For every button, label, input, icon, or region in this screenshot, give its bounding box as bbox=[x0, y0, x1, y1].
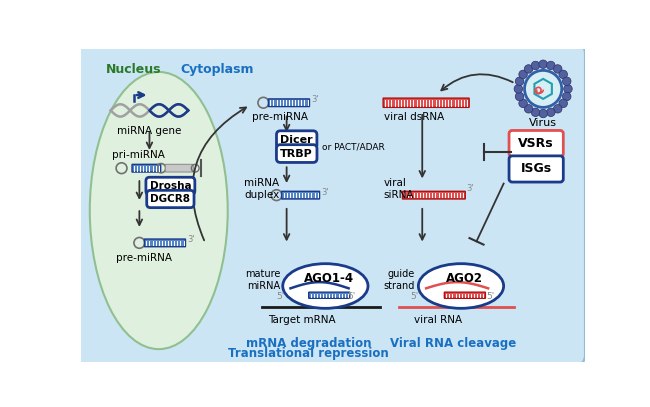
Circle shape bbox=[539, 60, 547, 68]
FancyBboxPatch shape bbox=[402, 191, 465, 199]
Text: guide
strand: guide strand bbox=[383, 269, 415, 291]
Text: viral dsRNA: viral dsRNA bbox=[384, 112, 444, 122]
Circle shape bbox=[525, 65, 533, 73]
Text: 3': 3' bbox=[187, 235, 195, 244]
Circle shape bbox=[519, 70, 527, 79]
Text: mRNA degradation: mRNA degradation bbox=[246, 337, 371, 350]
FancyBboxPatch shape bbox=[268, 99, 309, 107]
Text: ISGs: ISGs bbox=[521, 162, 552, 175]
Text: 3': 3' bbox=[467, 184, 474, 193]
FancyBboxPatch shape bbox=[383, 98, 469, 107]
FancyBboxPatch shape bbox=[81, 49, 585, 362]
Text: Cytoplasm: Cytoplasm bbox=[180, 63, 254, 76]
Text: Dicer: Dicer bbox=[280, 135, 313, 145]
Text: pre-miRNA: pre-miRNA bbox=[252, 112, 307, 122]
Circle shape bbox=[553, 105, 562, 113]
Text: Viral RNA cleavage: Viral RNA cleavage bbox=[390, 337, 516, 350]
Text: Drosha: Drosha bbox=[150, 181, 191, 191]
Circle shape bbox=[514, 85, 523, 93]
Circle shape bbox=[553, 65, 562, 73]
Circle shape bbox=[547, 61, 555, 70]
Text: miRNA
duplex: miRNA duplex bbox=[244, 178, 280, 200]
FancyBboxPatch shape bbox=[309, 292, 350, 298]
Circle shape bbox=[525, 105, 533, 113]
Text: pre-miRNA: pre-miRNA bbox=[116, 253, 172, 263]
Circle shape bbox=[562, 92, 571, 101]
Circle shape bbox=[547, 108, 555, 116]
Text: 3': 3' bbox=[322, 188, 329, 197]
Text: Virus: Virus bbox=[529, 118, 557, 128]
Text: 3': 3' bbox=[311, 95, 319, 104]
Text: AGO1-4: AGO1-4 bbox=[304, 272, 354, 285]
FancyBboxPatch shape bbox=[445, 292, 486, 298]
Circle shape bbox=[531, 61, 540, 70]
Circle shape bbox=[559, 99, 567, 107]
Circle shape bbox=[559, 70, 567, 79]
Text: Translational repression: Translational repression bbox=[228, 347, 389, 360]
Circle shape bbox=[562, 77, 571, 85]
Text: Nucleus: Nucleus bbox=[106, 63, 162, 76]
Ellipse shape bbox=[90, 72, 228, 349]
Text: Target mRNA: Target mRNA bbox=[268, 315, 336, 325]
Text: pri-miRNA: pri-miRNA bbox=[112, 150, 165, 160]
Ellipse shape bbox=[419, 264, 504, 309]
FancyBboxPatch shape bbox=[509, 156, 564, 182]
Circle shape bbox=[525, 70, 562, 107]
Text: or PACT/ADAR: or PACT/ADAR bbox=[322, 142, 384, 151]
Text: viral RNA: viral RNA bbox=[413, 315, 462, 325]
FancyBboxPatch shape bbox=[281, 191, 320, 199]
Text: viral
siRNA: viral siRNA bbox=[384, 178, 414, 200]
Text: 5': 5' bbox=[276, 292, 285, 301]
Circle shape bbox=[539, 109, 547, 118]
Circle shape bbox=[564, 85, 572, 93]
Text: mature
miRNA: mature miRNA bbox=[245, 269, 280, 291]
Text: 5': 5' bbox=[486, 292, 495, 301]
Text: DGCR8: DGCR8 bbox=[150, 194, 190, 204]
FancyBboxPatch shape bbox=[77, 44, 585, 365]
Text: 5': 5' bbox=[347, 292, 355, 301]
Text: 5': 5' bbox=[410, 292, 419, 301]
Circle shape bbox=[519, 99, 527, 107]
Circle shape bbox=[531, 108, 540, 116]
FancyBboxPatch shape bbox=[144, 239, 185, 247]
Ellipse shape bbox=[283, 264, 368, 309]
Circle shape bbox=[515, 92, 524, 101]
Text: VSRs: VSRs bbox=[518, 137, 554, 150]
FancyBboxPatch shape bbox=[509, 131, 564, 157]
FancyBboxPatch shape bbox=[165, 164, 193, 172]
Text: AGO2: AGO2 bbox=[447, 272, 484, 285]
Text: TRBP: TRBP bbox=[280, 149, 313, 159]
Text: miRNA gene: miRNA gene bbox=[117, 126, 181, 136]
Circle shape bbox=[515, 77, 524, 85]
FancyBboxPatch shape bbox=[132, 164, 161, 172]
